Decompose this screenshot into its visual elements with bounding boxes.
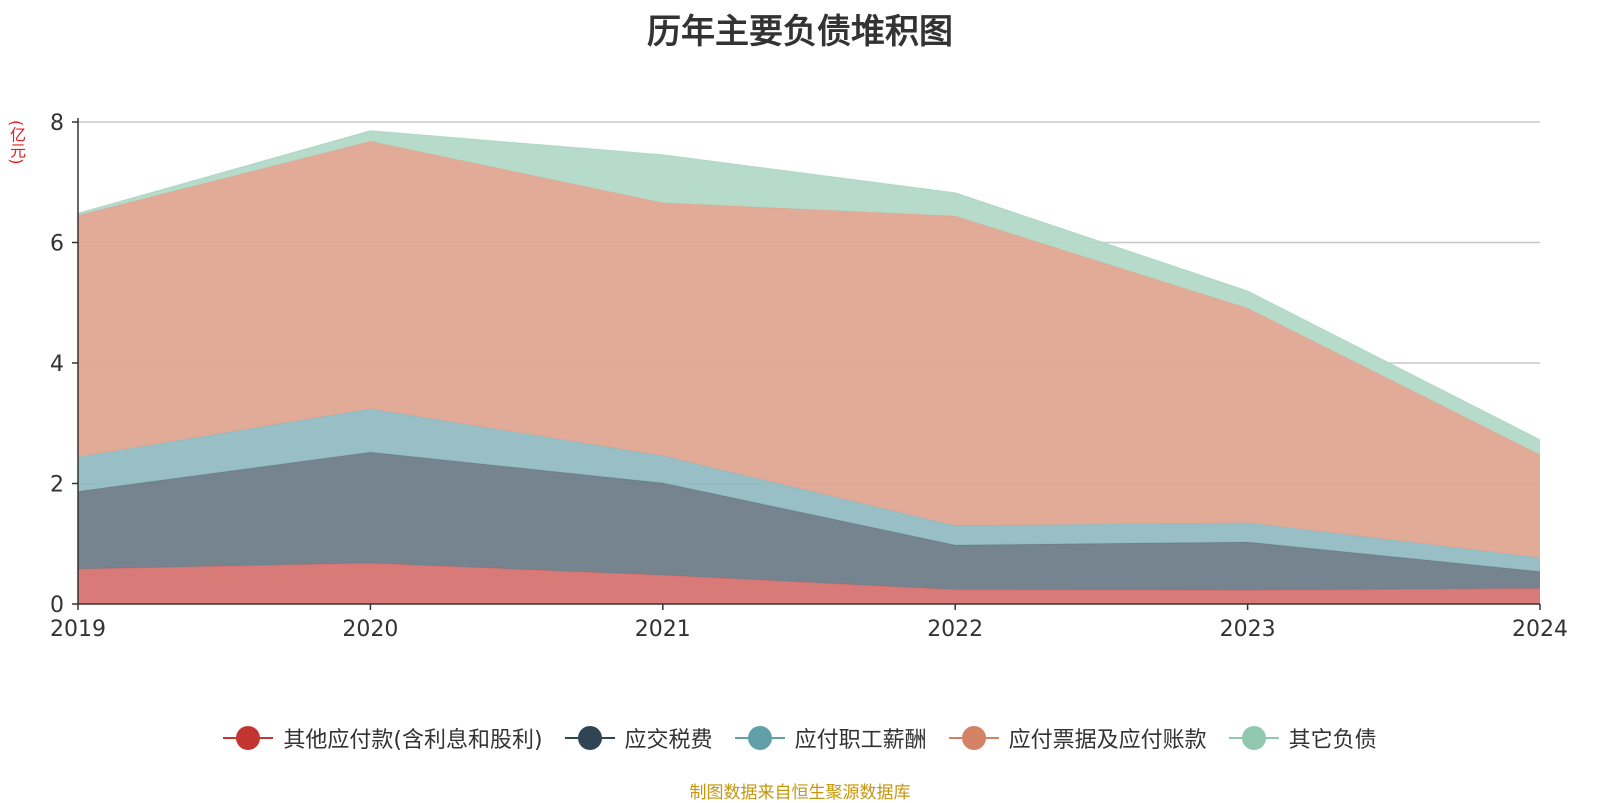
y-tick-label: 0 <box>50 593 64 618</box>
series-line-5 <box>77 130 1541 441</box>
y-axis-unit-label: (亿元) <box>7 120 26 165</box>
legend-item[interactable]: 应交税费 <box>564 722 713 754</box>
chart-plot: 0 2 4 6 8 2019 2020 2021 2022 2023 2024 <box>50 111 1568 642</box>
y-tick-label: 6 <box>50 232 64 257</box>
legend-label: 应交税费 <box>624 728 713 753</box>
legend-marker-icon <box>734 725 785 751</box>
y-tick-label: 4 <box>50 352 64 377</box>
legend-marker-icon <box>564 725 615 751</box>
area-series-3 <box>78 408 1540 572</box>
legend-label: 应付职工薪酬 <box>794 728 927 753</box>
x-tick-label: 2023 <box>1220 617 1276 642</box>
legend: 其他应付款(含利息和股利) 应交税费 应付职工薪酬 应付票据及应付账款 其它负债 <box>0 722 1600 754</box>
legend-marker-icon <box>1228 725 1279 751</box>
axis-layer: 0 2 4 6 8 2019 2020 2021 2022 2023 2024 <box>50 111 1568 642</box>
area-series-5 <box>78 131 1540 455</box>
x-tick-label: 2024 <box>1512 617 1568 642</box>
y-tick-label: 2 <box>50 473 64 498</box>
source-note: 制图数据来自恒生聚源数据库 <box>689 783 911 803</box>
legend-marker-icon <box>223 725 274 751</box>
legend-label: 其它负债 <box>1288 728 1377 753</box>
legend-item[interactable]: 应付票据及应付账款 <box>948 722 1207 754</box>
legend-marker-icon <box>948 725 999 751</box>
x-tick-label: 2019 <box>50 617 106 642</box>
area-series-4 <box>78 141 1540 558</box>
y-tick-label: 8 <box>50 111 64 136</box>
x-tick-label: 2021 <box>635 617 691 642</box>
x-tick-label: 2022 <box>927 617 983 642</box>
chart-title: 历年主要负债堆积图 <box>647 12 953 52</box>
legend-label: 其他应付款(含利息和股利) <box>283 728 543 753</box>
area-layer <box>77 130 1541 604</box>
legend-label: 应付票据及应付账款 <box>1008 728 1207 753</box>
area-series-2 <box>78 452 1540 591</box>
legend-item[interactable]: 其他应付款(含利息和股利) <box>223 722 543 754</box>
legend-item[interactable]: 应付职工薪酬 <box>734 722 927 754</box>
x-tick-label: 2020 <box>342 617 398 642</box>
area-series-1 <box>78 563 1540 604</box>
legend-item[interactable]: 其它负债 <box>1228 722 1377 754</box>
